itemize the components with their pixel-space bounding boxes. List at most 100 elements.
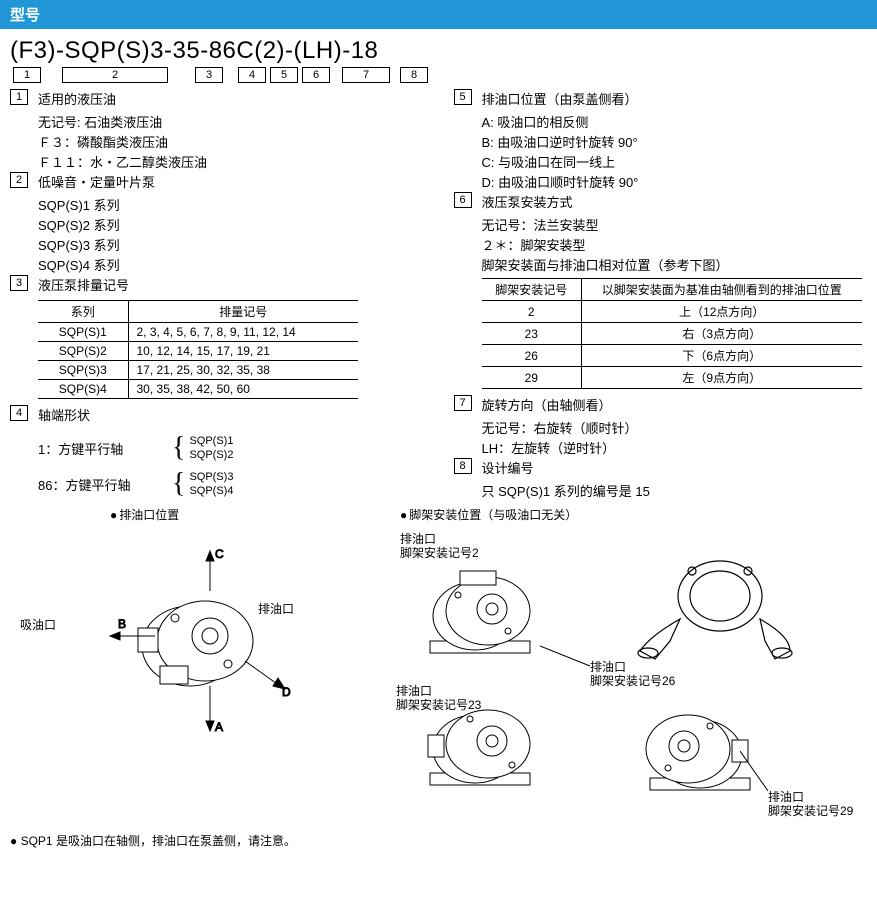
sub-line: SQP(S)1 系列: [38, 195, 424, 214]
sub-line: 脚架安装面与排油口相对位置（参考下图）: [482, 255, 868, 274]
svg-text:A: A: [215, 720, 223, 734]
index-boxes-row: 12345678: [0, 67, 877, 89]
item-2: 2 低噪音・定量叶片泵: [10, 172, 424, 193]
table-row: 26下（6点方向）: [482, 345, 862, 367]
item-title: 轴端形状: [38, 405, 424, 424]
item-content: 液压泵安装方式: [482, 192, 868, 213]
item-content: 设计编号: [482, 458, 868, 479]
idx-box: 3: [10, 275, 28, 291]
shaft-label: 1：方键平行轴: [38, 439, 168, 458]
index-box-7: 7: [342, 67, 390, 83]
idx-box: 1: [10, 89, 28, 105]
leader-26: [540, 636, 600, 686]
label-suction: 吸油口: [20, 616, 56, 633]
item-title: 设计编号: [482, 458, 868, 477]
table-cell: 上（12点方向）: [582, 301, 862, 323]
item-title: 排油口位置（由泵盖侧看）: [482, 89, 868, 108]
item-5: 5 排油口位置（由泵盖侧看）: [454, 89, 868, 110]
table-row: 2上（12点方向）: [482, 301, 862, 323]
brace-items: SQP(S)1SQP(S)2: [189, 434, 233, 462]
table-cell: SQP(S)3: [38, 361, 128, 380]
index-box-6: 6: [302, 67, 330, 83]
item-title: 液压泵排量记号: [38, 275, 424, 294]
brace-item: SQP(S)2: [189, 448, 233, 462]
diagram-title-1: 排油口位置: [110, 506, 179, 523]
table-header: 脚架安装记号: [482, 279, 582, 301]
diagrams-area: 排油口位置 脚架安装位置（与吸油口无关） C A B D 吸油口 排油口: [0, 506, 877, 826]
right-column: 5排油口位置（由泵盖侧看）A: 吸油口的相反侧B: 由吸油口逆时针旋转 90°C…: [454, 89, 868, 506]
pump-diagram-abcd: C A B D: [60, 536, 320, 746]
item-title: 旋转方向（由轴侧看）: [482, 395, 868, 414]
sub-line: SQP(S)2 系列: [38, 215, 424, 234]
table-cell: SQP(S)4: [38, 380, 128, 399]
displacement-table: 系列排量记号SQP(S)12, 3, 4, 5, 6, 7, 8, 9, 11,…: [38, 300, 358, 399]
left-column: 1 适用的液压油无记号: 石油类液压油Ｆ３：磷酸酯类液压油Ｆ１１：水・乙二醇类液压…: [10, 89, 424, 506]
label-mount2: 脚架安装记号2: [400, 544, 479, 561]
pump-diagram-mount2: [400, 551, 560, 671]
item-title: 液压泵安装方式: [482, 192, 868, 211]
brace-icon: {: [172, 470, 185, 498]
index-box-1: 1: [13, 67, 41, 83]
index-box-8: 8: [400, 67, 428, 83]
sub-line: 只 SQP(S)1 系列的编号是 15: [482, 481, 868, 500]
table-cell: 26: [482, 345, 582, 367]
idx-box: 8: [454, 458, 472, 474]
table-cell: 右（3点方向）: [582, 323, 862, 345]
idx-box: 5: [454, 89, 472, 105]
table-row: SQP(S)430, 35, 38, 42, 50, 60: [38, 380, 358, 399]
sub-line: D: 由吸油口顺时针旋转 90°: [482, 172, 868, 191]
index-box-3: 3: [195, 67, 223, 83]
idx-box: 2: [10, 172, 28, 188]
table-cell: 10, 12, 14, 15, 17, 19, 21: [128, 342, 358, 361]
sub-line: ２＊：脚架安装型: [482, 235, 868, 254]
brace-items: SQP(S)3SQP(S)4: [189, 470, 233, 498]
sub-line: Ｆ１１：水・乙二醇类液压油: [38, 152, 424, 171]
sub-line: SQP(S)4 系列: [38, 255, 424, 274]
mount-table: 脚架安装记号以脚架安装面为基准由轴侧看到的排油口位置2上（12点方向）23右（3…: [482, 278, 862, 389]
svg-text:D: D: [282, 685, 291, 699]
shaft-block: 1：方键平行轴{SQP(S)1SQP(S)2 86：方键平行轴{SQP(S)3SQ…: [38, 434, 424, 498]
table-cell: SQP(S)2: [38, 342, 128, 361]
header-bar: 型号: [0, 0, 877, 29]
table-row: SQP(S)317, 21, 25, 30, 32, 35, 38: [38, 361, 358, 380]
shaft-row: 86：方键平行轴{SQP(S)3SQP(S)4: [38, 470, 424, 498]
item-content: 液压泵排量记号: [38, 275, 424, 296]
shaft-label: 86：方键平行轴: [38, 475, 168, 494]
item-8: 8 设计编号: [454, 458, 868, 479]
table-cell: 左（9点方向）: [582, 367, 862, 389]
idx-box: 4: [10, 405, 28, 421]
table-row: 29左（9点方向）: [482, 367, 862, 389]
table-cell: 23: [482, 323, 582, 345]
item-content: 低噪音・定量叶片泵: [38, 172, 424, 193]
idx-box: 6: [454, 192, 472, 208]
shaft-row: 1：方键平行轴{SQP(S)1SQP(S)2: [38, 434, 424, 462]
sub-line: Ｆ３：磷酸酯类液压油: [38, 132, 424, 151]
sub-line: 无记号：法兰安装型: [482, 215, 868, 234]
item-content: 适用的液压油: [38, 89, 424, 110]
item-7: 7旋转方向（由轴侧看）: [454, 395, 868, 416]
item-1: 1 适用的液压油: [10, 89, 424, 110]
sub-line: A: 吸油口的相反侧: [482, 112, 868, 131]
table-cell: 30, 35, 38, 42, 50, 60: [128, 380, 358, 399]
table-header: 以脚架安装面为基准由轴侧看到的排油口位置: [582, 279, 862, 301]
index-box-2: 2: [62, 67, 168, 83]
table-cell: 2: [482, 301, 582, 323]
sub-line: LH：左旋转（逆时针）: [482, 438, 868, 457]
table-cell: 29: [482, 367, 582, 389]
diagram-title-2: 脚架安装位置（与吸油口无关）: [400, 506, 577, 523]
table-header: 排量记号: [128, 301, 358, 323]
footer-note: SQP1 是吸油口在轴侧，排油口在泵盖侧，请注意。: [0, 826, 877, 855]
label-mount26: 脚架安装记号26: [590, 672, 675, 689]
item-content: 轴端形状: [38, 405, 424, 426]
sub-line: B: 由吸油口逆时针旋转 90°: [482, 132, 868, 151]
sub-line: 无记号: 石油类液压油: [38, 112, 424, 131]
leader-29: [740, 751, 780, 796]
bracket-diagram: [620, 541, 800, 671]
table-row: 23右（3点方向）: [482, 323, 862, 345]
table-header: 系列: [38, 301, 128, 323]
table-cell: 2, 3, 4, 5, 6, 7, 8, 9, 11, 12, 14: [128, 323, 358, 342]
table-cell: 17, 21, 25, 30, 32, 35, 38: [128, 361, 358, 380]
label-discharge-1: 排油口: [258, 600, 294, 617]
brace-icon: {: [172, 434, 185, 462]
item-content: 排油口位置（由泵盖侧看）: [482, 89, 868, 110]
